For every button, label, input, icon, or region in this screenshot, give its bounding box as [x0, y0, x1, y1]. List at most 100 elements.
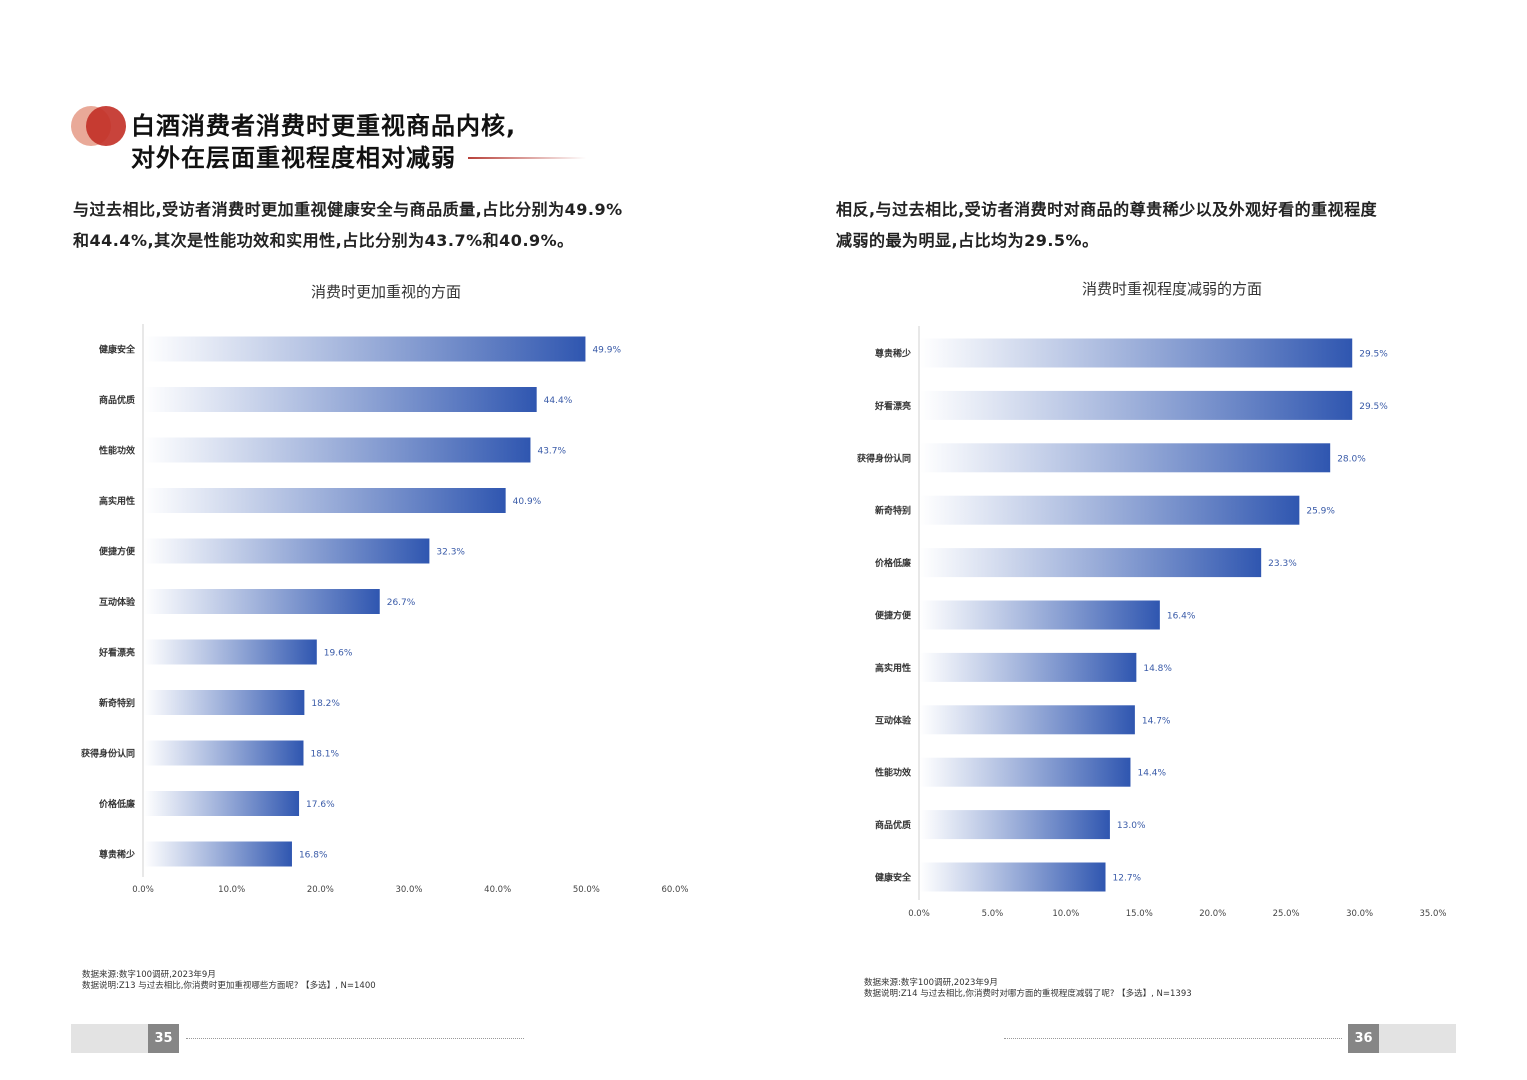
x-tick-label: 10.0% — [218, 885, 245, 895]
value-label: 19.6% — [324, 649, 353, 659]
bar — [144, 791, 300, 816]
bar — [144, 488, 506, 513]
bar — [920, 862, 1106, 892]
bar — [920, 600, 1160, 630]
value-label: 29.5% — [1359, 350, 1388, 360]
value-label: 16.8% — [299, 851, 328, 861]
x-tick-label: 10.0% — [1052, 909, 1079, 919]
value-label: 44.4% — [544, 396, 573, 406]
x-tick-label: 0.0% — [908, 909, 930, 919]
bar — [144, 740, 304, 766]
category-label: 价格低廉 — [99, 798, 135, 810]
bar — [920, 338, 1353, 368]
bar — [920, 548, 1262, 578]
bar — [144, 841, 292, 867]
x-tick-label: 30.0% — [1346, 909, 1373, 919]
category-label: 高实用性 — [875, 662, 911, 674]
bar — [920, 810, 1110, 840]
right-page-number: 36 — [1348, 1024, 1379, 1053]
bar — [144, 690, 305, 715]
left-footer-dotted-rule — [186, 1038, 524, 1039]
bar — [144, 538, 430, 564]
left-intro-text: 与过去相比,受访者消费时更加重视健康安全与商品质量,占比分别为49.9% 和44… — [73, 194, 703, 256]
left-source-note: 数据来源:数字100调研,2023年9月 数据说明:Z13 与过去相比,你消费时… — [82, 970, 376, 992]
value-label: 28.0% — [1337, 454, 1366, 464]
value-label: 17.6% — [306, 800, 335, 810]
category-label: 尊贵稀少 — [99, 849, 135, 861]
value-label: 13.0% — [1117, 821, 1146, 831]
headline-line-2: 对外在层面重视程度相对减弱 — [131, 144, 456, 172]
bar — [920, 390, 1353, 420]
bar — [920, 443, 1331, 473]
headline-line-1: 白酒消费者消费时更重视商品内核, — [131, 112, 517, 140]
left-source-line-2: 数据说明:Z13 与过去相比,你消费时更加重视哪些方面呢? 【多选】, N=14… — [82, 981, 376, 991]
value-label: 23.3% — [1268, 559, 1297, 569]
right-intro-line-1: 相反,与过去相比,受访者消费时对商品的尊贵稀少以及外观好看的重视程度 — [836, 200, 1378, 219]
right-intro-text: 相反,与过去相比,受访者消费时对商品的尊贵稀少以及外观好看的重视程度 减弱的最为… — [836, 194, 1466, 256]
value-label: 14.7% — [1142, 716, 1171, 726]
x-tick-label: 5.0% — [982, 909, 1004, 919]
x-tick-label: 60.0% — [661, 885, 688, 895]
category-label: 便捷方便 — [875, 610, 912, 622]
category-label: 好看漂亮 — [874, 400, 911, 412]
bar — [144, 639, 317, 665]
category-label: 尊贵稀少 — [875, 348, 911, 360]
left-intro-line-1: 与过去相比,受访者消费时更加重视健康安全与商品质量,占比分别为49.9% — [73, 200, 623, 219]
x-tick-label: 35.0% — [1419, 909, 1446, 919]
category-label: 价格低廉 — [875, 557, 911, 569]
x-tick-label: 30.0% — [395, 885, 422, 895]
right-chart-title: 消费时重视程度减弱的方面 — [1081, 280, 1262, 298]
bar — [920, 705, 1135, 735]
category-label: 性能功效 — [875, 767, 912, 779]
category-label: 高实用性 — [99, 495, 135, 507]
value-label: 14.8% — [1143, 664, 1172, 674]
bar — [920, 495, 1300, 525]
right-footer-dotted-rule — [1004, 1038, 1342, 1039]
category-label: 获得身份认同 — [81, 748, 135, 760]
value-label: 43.7% — [537, 447, 566, 457]
x-tick-label: 40.0% — [484, 885, 511, 895]
category-label: 互动体验 — [99, 596, 136, 608]
category-label: 好看漂亮 — [98, 647, 135, 659]
category-label: 性能功效 — [99, 445, 136, 457]
headline-logo-icon — [71, 106, 127, 146]
x-tick-label: 15.0% — [1126, 909, 1153, 919]
page-headline: 白酒消费者消费时更重视商品内核, 对外在层面重视程度相对减弱 — [131, 110, 516, 174]
bar — [920, 757, 1131, 787]
category-label: 便捷方便 — [99, 546, 136, 558]
bar — [144, 387, 537, 412]
category-label: 商品优质 — [875, 819, 911, 831]
left-source-line-1: 数据来源:数字100调研,2023年9月 — [82, 970, 216, 980]
category-label: 商品优质 — [99, 394, 135, 406]
value-label: 18.2% — [311, 699, 340, 709]
x-tick-label: 20.0% — [1199, 909, 1226, 919]
right-intro-line-2: 减弱的最为明显,占比均为29.5%。 — [836, 231, 1099, 250]
value-label: 25.9% — [1306, 507, 1335, 517]
right-source-line-1: 数据来源:数字100调研,2023年9月 — [864, 978, 998, 988]
category-label: 健康安全 — [875, 872, 912, 884]
category-label: 互动体验 — [875, 714, 912, 726]
category-label: 获得身份认同 — [857, 452, 911, 464]
headline-divider — [468, 157, 586, 159]
value-label: 29.5% — [1359, 402, 1388, 412]
x-tick-label: 20.0% — [307, 885, 334, 895]
left-intro-line-2: 和44.4%,其次是性能功效和实用性,占比分别为43.7%和40.9%。 — [73, 231, 574, 250]
value-label: 14.4% — [1137, 769, 1166, 779]
category-label: 新奇特别 — [875, 505, 911, 517]
value-label: 26.7% — [387, 598, 416, 608]
bar — [144, 437, 531, 463]
value-label: 49.9% — [592, 346, 621, 356]
category-label: 新奇特别 — [99, 697, 135, 709]
bar — [920, 652, 1137, 682]
left-page-number: 35 — [148, 1024, 179, 1053]
right-source-line-2: 数据说明:Z14 与过去相比,你消费时对哪方面的重视程度减弱了呢? 【多选】, … — [864, 989, 1192, 999]
left-footer-bar — [71, 1024, 148, 1053]
value-label: 32.3% — [436, 548, 465, 558]
x-tick-label: 0.0% — [132, 885, 154, 895]
value-label: 16.4% — [1167, 612, 1196, 622]
bar — [144, 336, 586, 362]
bar — [144, 589, 380, 614]
right-source-note: 数据来源:数字100调研,2023年9月 数据说明:Z14 与过去相比,你消费时… — [864, 978, 1192, 1000]
